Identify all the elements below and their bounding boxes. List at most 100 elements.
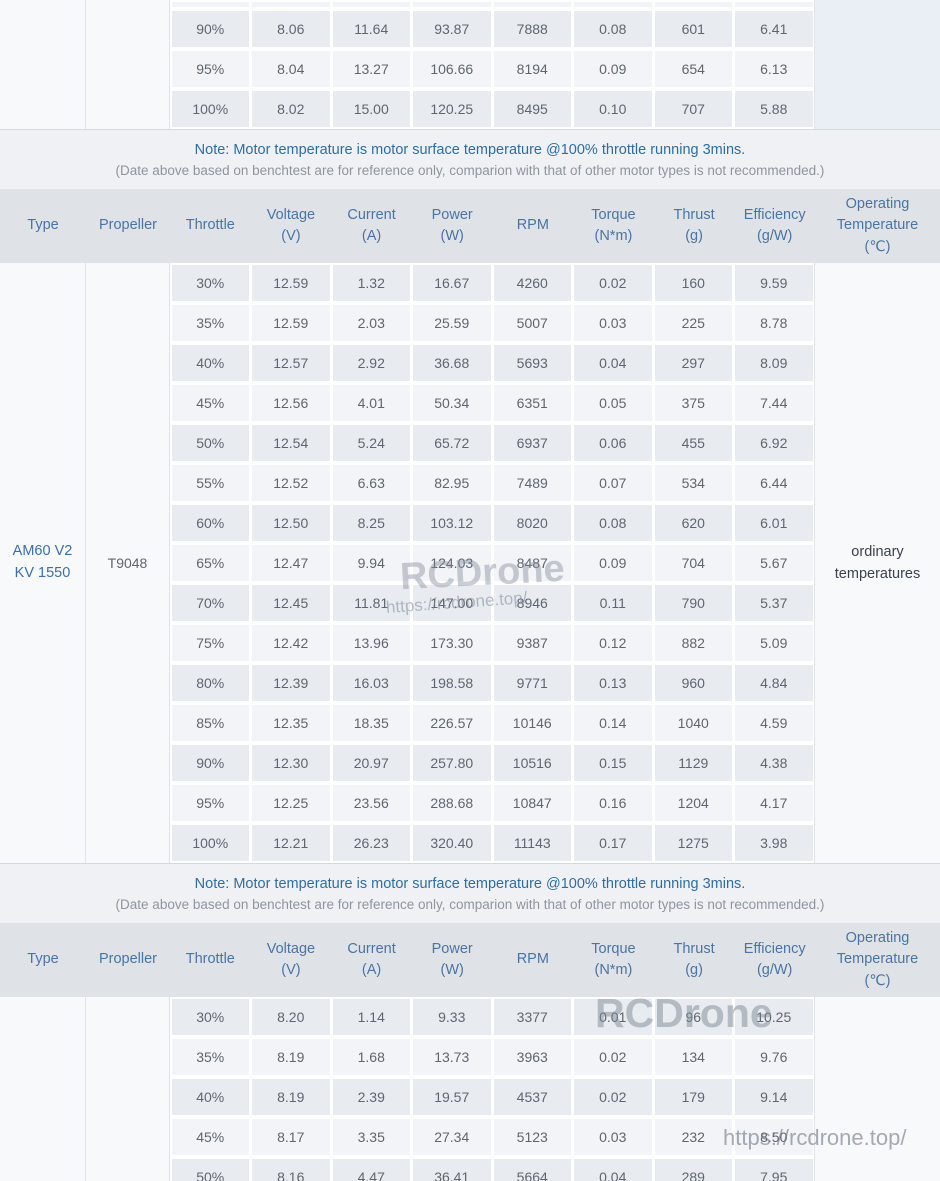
value-cell: 5123 bbox=[493, 1119, 571, 1155]
value-cell: 18.35 bbox=[332, 705, 410, 741]
table-row: 90% 8.06 11.64 93.87 7888 0.08 601 6.41 bbox=[170, 9, 814, 49]
note-band: Note: Motor temperature is motor surface… bbox=[0, 129, 940, 189]
column-header-operating: Operating Temperature (℃) bbox=[836, 196, 919, 255]
value-cell bbox=[574, 2, 652, 7]
table-row: 60% 12.50 8.25 103.12 8020 0.08 620 6.01 bbox=[170, 503, 814, 543]
value-cell: 93.87 bbox=[413, 11, 491, 47]
value-cell: 26.23 bbox=[332, 825, 410, 861]
value-cell: 16.67 bbox=[413, 265, 491, 301]
value-cell: 96 bbox=[654, 999, 732, 1035]
column-header-power: Power (W) bbox=[431, 940, 473, 978]
throttle-cell: 30% bbox=[171, 265, 249, 301]
table-row: 70% 12.45 11.81 147.00 8946 0.11 790 5.37 bbox=[170, 583, 814, 623]
value-cell: 8.25 bbox=[332, 505, 410, 541]
value-cell: 6351 bbox=[493, 385, 571, 421]
value-cell: 13.27 bbox=[332, 51, 410, 87]
value-cell: 1204 bbox=[654, 785, 732, 821]
value-cell: 13.96 bbox=[332, 625, 410, 661]
value-cell: 8946 bbox=[493, 585, 571, 621]
table-row: 45% 8.17 3.35 27.34 5123 0.03 232 8.50 bbox=[170, 1117, 814, 1157]
table-header-2: Type Propeller Throttle Voltage (V) Current … bbox=[0, 923, 940, 997]
value-cell: 65.72 bbox=[413, 425, 491, 461]
throttle-cell: 100% bbox=[171, 91, 249, 127]
value-cell: 1040 bbox=[654, 705, 732, 741]
value-cell: 9.76 bbox=[735, 1039, 813, 1075]
table-row: 50% 8.16 4.47 36.41 5664 0.04 289 7.95 bbox=[170, 1157, 814, 1181]
value-cell: 11143 bbox=[493, 825, 571, 861]
table-body-bottom-wrap: 30% 8.20 1.14 9.33 3377 0.01 96 10.25 35% 8.19 1.6… bbox=[0, 997, 940, 1181]
value-cell: 12.25 bbox=[252, 785, 330, 821]
column-header-torque: Torque (N*m) bbox=[591, 206, 636, 244]
column-header-throttle: Throttle bbox=[185, 951, 235, 968]
value-cell: 0.14 bbox=[574, 705, 652, 741]
value-cell: 8.78 bbox=[735, 305, 813, 341]
value-cell: 9771 bbox=[493, 665, 571, 701]
value-cell: 0.15 bbox=[574, 745, 652, 781]
value-cell: 3963 bbox=[493, 1039, 571, 1075]
throttle-cell: 85% bbox=[171, 705, 249, 741]
table-row: 50% 12.54 5.24 65.72 6937 0.06 455 6.92 bbox=[170, 423, 814, 463]
value-cell: 10847 bbox=[493, 785, 571, 821]
note-line2: (Date above based on benchtest are for r… bbox=[115, 896, 825, 912]
value-cell: 0.09 bbox=[574, 545, 652, 581]
value-cell: 0.12 bbox=[574, 625, 652, 661]
throttle-cell: 80% bbox=[171, 665, 249, 701]
value-cell: 8.02 bbox=[252, 91, 330, 127]
value-cell: 4260 bbox=[493, 265, 571, 301]
table-row: 30% 8.20 1.14 9.33 3377 0.01 96 10.25 bbox=[170, 997, 814, 1037]
value-cell: 12.39 bbox=[252, 665, 330, 701]
table-body-bottom: 30% 8.20 1.14 9.33 3377 0.01 96 10.25 35% 8.19 1.6… bbox=[170, 997, 814, 1181]
propeller-cell: T9048 bbox=[86, 263, 170, 863]
value-cell: 8.16 bbox=[252, 1159, 330, 1181]
column-header-type: Type bbox=[27, 217, 59, 234]
value-cell: 5007 bbox=[493, 305, 571, 341]
throttle-cell: 70% bbox=[171, 585, 249, 621]
column-header-propeller: Propeller bbox=[98, 217, 158, 234]
column-header-operating: Operating Temperature (℃) bbox=[836, 930, 919, 989]
throttle-cell: 100% bbox=[171, 825, 249, 861]
value-cell: 0.09 bbox=[574, 51, 652, 87]
column-header-current: Current (A) bbox=[347, 206, 396, 244]
value-cell bbox=[332, 2, 410, 7]
column-header-torque: Torque (N*m) bbox=[591, 940, 636, 978]
note-line2: (Date above based on benchtest are for r… bbox=[115, 162, 825, 178]
value-cell: 1.14 bbox=[332, 999, 410, 1035]
value-cell: 1275 bbox=[654, 825, 732, 861]
value-cell: 12.59 bbox=[252, 265, 330, 301]
value-cell: 0.07 bbox=[574, 465, 652, 501]
value-cell: 2.92 bbox=[332, 345, 410, 381]
value-cell: 2.39 bbox=[332, 1079, 410, 1115]
table-row: 95% 12.25 23.56 288.68 10847 0.16 1204 4.17 bbox=[170, 783, 814, 823]
value-cell: 8495 bbox=[493, 91, 571, 127]
table-row: 75% 12.42 13.96 173.30 9387 0.12 882 5.09 bbox=[170, 623, 814, 663]
table-row: 85% 12.35 18.35 226.57 10146 0.14 1040 4.59 bbox=[170, 703, 814, 743]
value-cell: 0.16 bbox=[574, 785, 652, 821]
value-cell: 8.19 bbox=[252, 1079, 330, 1115]
value-cell: 6.41 bbox=[735, 11, 813, 47]
value-cell: 25.59 bbox=[413, 305, 491, 341]
value-cell: 790 bbox=[654, 585, 732, 621]
value-cell: 12.50 bbox=[252, 505, 330, 541]
value-cell: 960 bbox=[654, 665, 732, 701]
value-cell: 19.57 bbox=[413, 1079, 491, 1115]
value-cell: 2.03 bbox=[332, 305, 410, 341]
value-cell: 455 bbox=[654, 425, 732, 461]
throttle-cell: 65% bbox=[171, 545, 249, 581]
value-cell: 8.09 bbox=[735, 345, 813, 381]
value-cell: 0.05 bbox=[574, 385, 652, 421]
value-cell: 9.94 bbox=[332, 545, 410, 581]
throttle-cell: 50% bbox=[171, 425, 249, 461]
value-cell: 11.64 bbox=[332, 11, 410, 47]
value-cell: 20.97 bbox=[332, 745, 410, 781]
table-row: 80% 12.39 16.03 198.58 9771 0.13 960 4.84 bbox=[170, 663, 814, 703]
value-cell: 120.25 bbox=[413, 91, 491, 127]
value-cell: 13.73 bbox=[413, 1039, 491, 1075]
table-row: 45% 12.56 4.01 50.34 6351 0.05 375 7.44 bbox=[170, 383, 814, 423]
value-cell: 12.35 bbox=[252, 705, 330, 741]
value-cell: 12.30 bbox=[252, 745, 330, 781]
value-cell: 4.38 bbox=[735, 745, 813, 781]
value-cell: 134 bbox=[654, 1039, 732, 1075]
value-cell: 0.04 bbox=[574, 345, 652, 381]
propeller-cell-empty bbox=[86, 0, 170, 129]
value-cell: 1129 bbox=[654, 745, 732, 781]
